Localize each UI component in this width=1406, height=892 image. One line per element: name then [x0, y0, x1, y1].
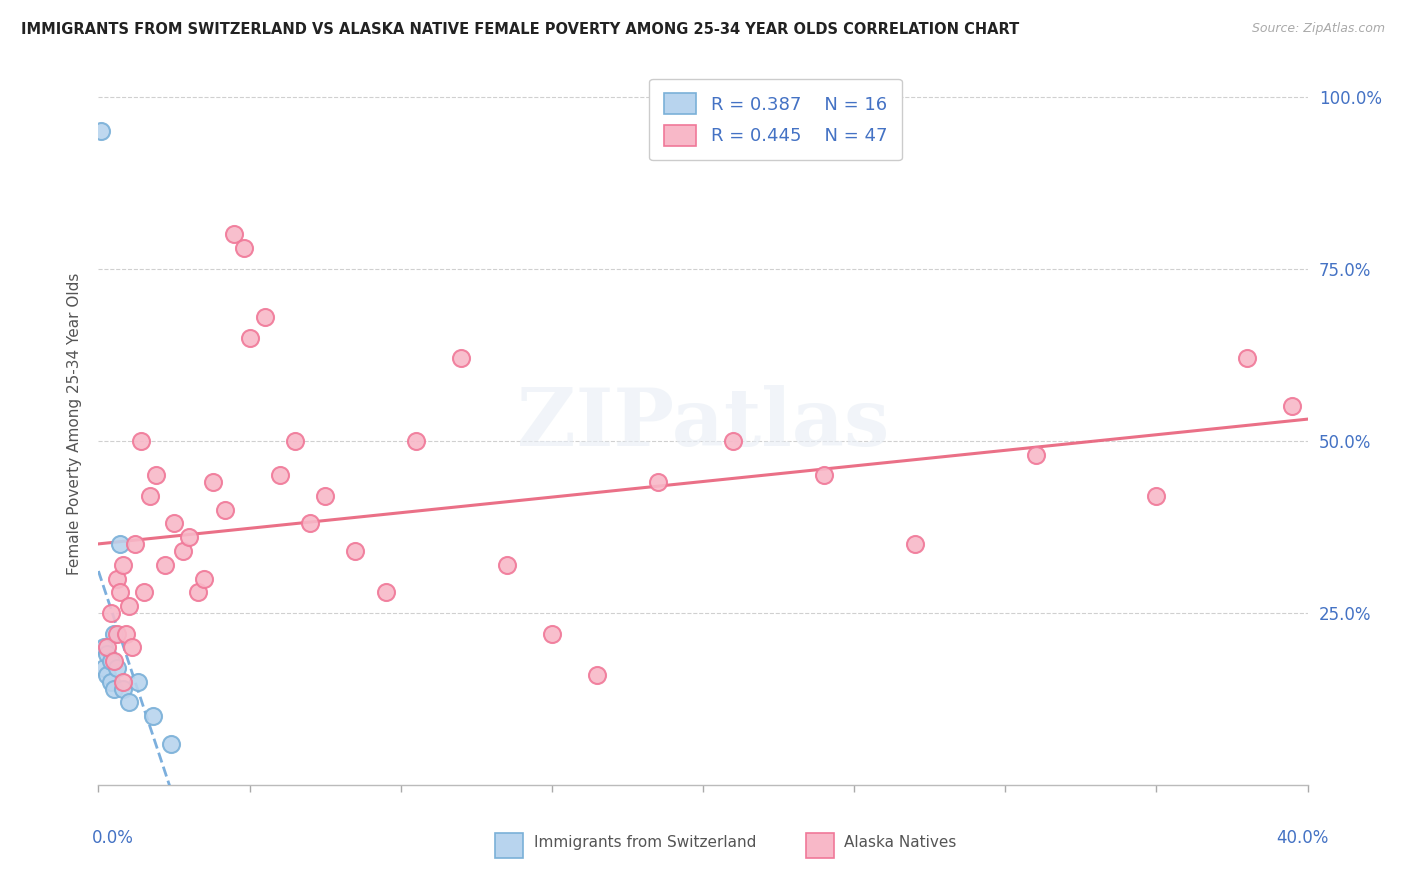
Point: [187, 585, 209, 599]
Point: [96, 647, 118, 661]
Point: [723, 434, 745, 448]
Point: [124, 537, 146, 551]
Point: [1024, 448, 1046, 462]
Text: IMMIGRANTS FROM SWITZERLAND VS ALASKA NATIVE FEMALE POVERTY AMONG 25-34 YEAR OLD: IMMIGRANTS FROM SWITZERLAND VS ALASKA NA…: [21, 22, 1019, 37]
Point: [153, 558, 176, 572]
Point: [214, 502, 236, 516]
Point: [239, 331, 262, 345]
Point: [111, 558, 134, 572]
Point: [1144, 489, 1167, 503]
Point: [105, 661, 128, 675]
Point: [145, 468, 167, 483]
Point: [314, 489, 336, 503]
Point: [284, 434, 307, 448]
Point: [103, 654, 125, 668]
Point: [160, 737, 183, 751]
Point: [105, 626, 128, 640]
Point: [111, 674, 134, 689]
Point: [142, 709, 165, 723]
Text: ZIPatlas: ZIPatlas: [517, 384, 889, 463]
Point: [1236, 351, 1258, 366]
Point: [93, 640, 115, 655]
Point: [172, 544, 194, 558]
Point: [374, 585, 396, 599]
Point: [90, 124, 112, 138]
Point: [495, 558, 517, 572]
Point: [586, 668, 609, 682]
Point: [103, 626, 125, 640]
Point: [269, 468, 291, 483]
Point: [540, 626, 562, 640]
Point: [450, 351, 472, 366]
Point: [111, 681, 134, 696]
Y-axis label: Female Poverty Among 25-34 Year Olds: Female Poverty Among 25-34 Year Olds: [66, 273, 82, 574]
Point: [96, 640, 118, 655]
Point: [100, 606, 122, 620]
Point: [253, 310, 276, 324]
Point: [93, 661, 115, 675]
Point: [647, 475, 669, 490]
Point: [179, 530, 201, 544]
Point: [118, 695, 141, 709]
Point: [103, 681, 125, 696]
Text: Source: ZipAtlas.com: Source: ZipAtlas.com: [1251, 22, 1385, 36]
Point: [105, 572, 128, 586]
Point: [813, 468, 835, 483]
Point: [224, 227, 246, 242]
Point: [108, 585, 131, 599]
Point: [405, 434, 427, 448]
Point: [344, 544, 367, 558]
Point: [96, 668, 118, 682]
Point: [121, 640, 143, 655]
Point: [118, 599, 141, 613]
Point: [108, 537, 131, 551]
Point: [100, 674, 122, 689]
Point: [114, 626, 136, 640]
Text: 0.0%: 0.0%: [91, 830, 134, 847]
Point: [202, 475, 225, 490]
Legend: R = 0.387    N = 16, R = 0.445    N = 47: R = 0.387 N = 16, R = 0.445 N = 47: [650, 78, 901, 161]
Point: [904, 537, 927, 551]
Point: [129, 434, 152, 448]
Point: [132, 585, 155, 599]
Point: [100, 654, 122, 668]
Point: [193, 572, 215, 586]
Text: 40.0%: 40.0%: [1277, 830, 1329, 847]
Point: [163, 516, 186, 531]
Text: Immigrants from Switzerland: Immigrants from Switzerland: [534, 836, 756, 850]
Point: [139, 489, 162, 503]
Point: [1281, 400, 1303, 414]
Point: [299, 516, 322, 531]
Point: [232, 241, 254, 255]
Point: [127, 674, 149, 689]
Text: Alaska Natives: Alaska Natives: [844, 836, 956, 850]
